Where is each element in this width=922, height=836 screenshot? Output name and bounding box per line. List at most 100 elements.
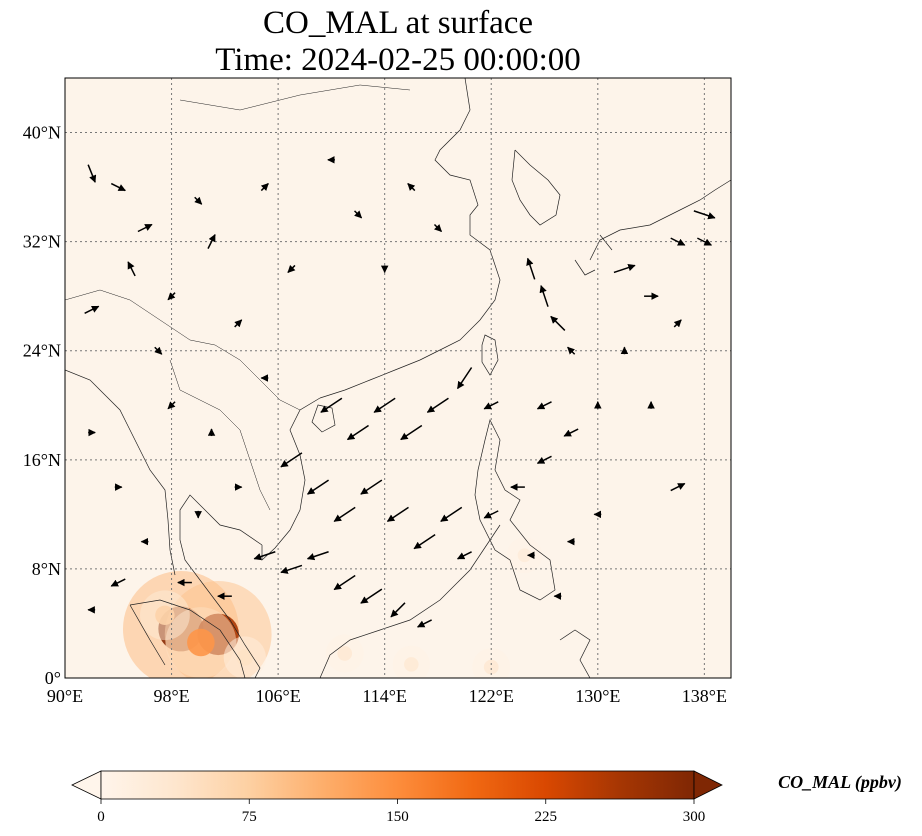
y-tick-label: 0° (45, 668, 61, 688)
x-tick-label: 106°E (256, 686, 301, 706)
coastline-taiwan (481, 334, 499, 376)
wind-arrow (167, 292, 176, 301)
wind-arrow (306, 479, 329, 495)
y-tick-label: 8°N (32, 559, 61, 579)
wind-arrow (207, 233, 216, 249)
wind-arrow (413, 534, 436, 550)
concentration-hotspot (337, 646, 353, 661)
coastline-china-east (319, 78, 501, 399)
wind-arrow (110, 182, 126, 192)
x-tick-label: 98°E (153, 686, 189, 706)
coastline-philippines (474, 418, 556, 601)
colorbar-body (100, 770, 695, 800)
concentration-hotspot (236, 649, 254, 666)
y-tick-label: 24°N (23, 341, 61, 361)
colorbar-tick-label: 150 (386, 809, 409, 825)
wind-arrow (373, 397, 396, 413)
concentration-hotspot (187, 628, 215, 657)
wind-arrow (456, 367, 473, 390)
wind-arrow (539, 284, 549, 307)
wind-arrow (354, 210, 363, 219)
colorbar-extend-high (693, 770, 723, 800)
wind-arrow (234, 319, 243, 328)
wind-arrow (280, 564, 303, 574)
wind-arrow (670, 482, 686, 492)
wind-arrow (526, 257, 536, 280)
wind-arrow (416, 619, 432, 628)
wind-arrow (563, 428, 579, 437)
wind-arrow (346, 424, 369, 441)
concentration-hotspot (483, 659, 499, 675)
wind-arrow (613, 263, 636, 274)
chart-title-line2: Time: 2024-02-25 00:00:00 (215, 42, 580, 78)
wind-arrow (456, 551, 472, 560)
x-tick-label: 90°E (47, 686, 83, 706)
wind-arrow (333, 506, 356, 522)
wind-arrow (433, 223, 442, 233)
wind-arrow (287, 264, 296, 273)
colorbar-tick-label: 300 (683, 809, 706, 825)
y-axis-ticks: 0° 8°N 16°N 24°N 32°N 40°N (23, 123, 61, 688)
colorbar-ticks: 0 75 150 225 300 (97, 799, 705, 825)
wind-arrow (333, 574, 356, 591)
colorbar-extend-low (71, 770, 102, 800)
wind-arrow (84, 305, 100, 314)
coastline-myanmar (65, 369, 176, 576)
colorbar-tick-label: 225 (535, 809, 558, 825)
wind-vectors (84, 156, 716, 628)
wind-arrow (536, 401, 552, 410)
x-axis-ticks: 90°E 98°E 106°E 114°E 122°E 130°E 138°E (47, 686, 727, 706)
wind-arrow (253, 551, 276, 561)
coastline-sulawesi (559, 629, 591, 678)
wind-arrow (260, 183, 269, 192)
wind-arrow (194, 196, 203, 205)
map-area (64, 77, 732, 679)
wind-arrow (154, 346, 163, 355)
chart-title-line1: CO_MAL at surface (263, 5, 533, 41)
x-tick-label: 122°E (469, 686, 514, 706)
wind-arrow (483, 401, 499, 410)
wind-arrow (536, 455, 552, 464)
border-inland (65, 84, 411, 511)
wind-arrow (137, 223, 153, 233)
coastline-thai-malay (179, 494, 263, 678)
colorbar: 0 75 150 225 300 CO_MAL (ppbv) (71, 770, 902, 825)
wind-arrow (670, 237, 686, 246)
coastline-hainan (311, 404, 336, 433)
wind-arrow (440, 506, 463, 522)
wind-arrow (390, 602, 406, 618)
wind-arrow (360, 588, 383, 604)
y-tick-label: 16°N (23, 450, 61, 470)
wind-arrow (360, 479, 383, 495)
y-tick-label: 32°N (23, 232, 61, 252)
x-tick-label: 130°E (575, 686, 620, 706)
wind-arrow (567, 346, 576, 355)
wind-arrow (87, 164, 97, 183)
x-tick-label: 114°E (362, 686, 407, 706)
coastline-japan (574, 179, 731, 276)
wind-arrow (306, 551, 329, 561)
concentration-hotspot (155, 605, 175, 625)
wind-arrow (693, 210, 716, 220)
colorbar-label: CO_MAL (ppbv) (778, 772, 902, 793)
wind-arrow (127, 261, 136, 277)
wind-arrow (673, 319, 682, 328)
wind-arrow (400, 424, 423, 441)
colorbar-tick-label: 75 (242, 809, 257, 825)
colorbar-tick-label: 0 (97, 809, 105, 825)
wind-arrow (483, 510, 499, 519)
wind-arrow (550, 315, 566, 331)
wind-arrow (697, 237, 713, 246)
coastline-borneo (319, 524, 501, 678)
wind-arrow (167, 401, 176, 410)
concentration-field (123, 537, 543, 678)
wind-arrow (280, 452, 303, 468)
wind-arrow (426, 397, 449, 413)
x-tick-label: 138°E (682, 686, 727, 706)
wind-arrow (110, 578, 126, 587)
y-tick-label: 40°N (23, 123, 61, 143)
wind-arrow (386, 506, 409, 522)
map-frame (64, 77, 732, 679)
coastline-sumatra (129, 599, 246, 678)
